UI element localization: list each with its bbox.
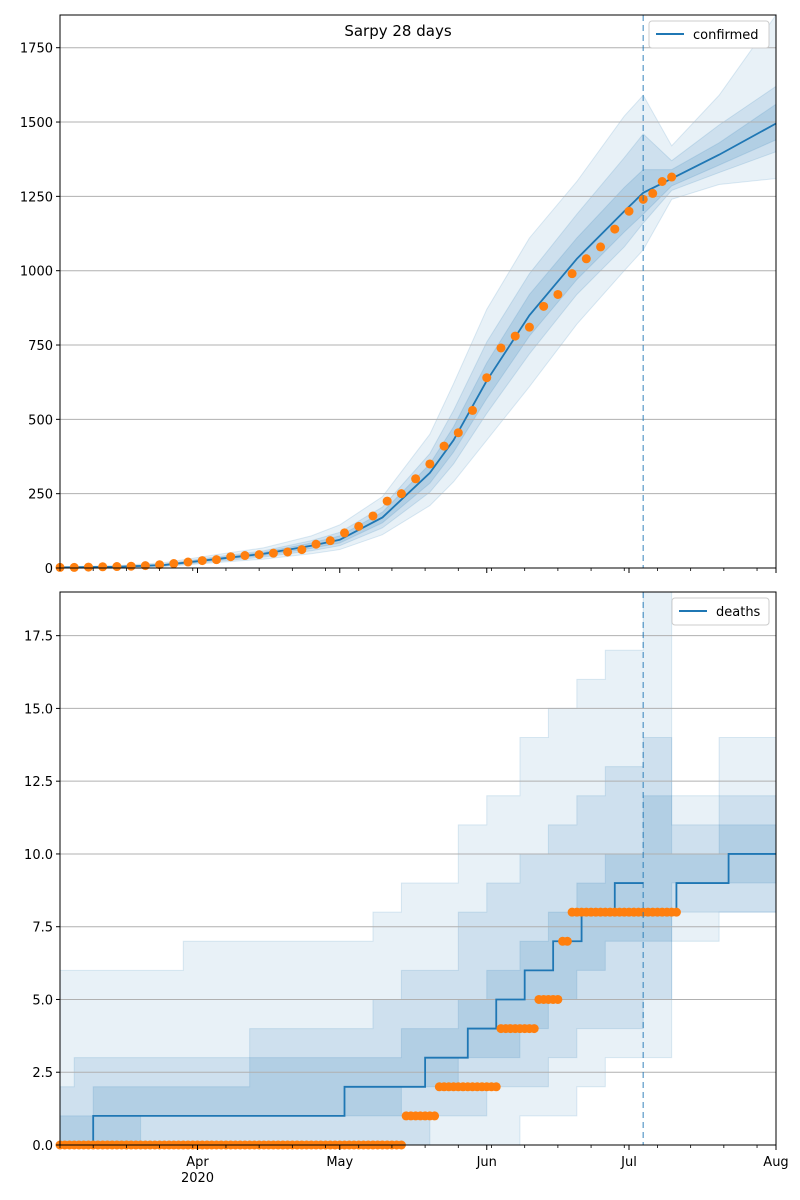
confirmed-observed-point xyxy=(140,561,150,571)
deaths-plot-frame xyxy=(59,591,777,1146)
confirmed-plot-frame xyxy=(59,14,777,569)
confirmed-observed-point xyxy=(354,521,364,531)
deaths-y-tick-label: 5.0 xyxy=(32,993,53,1008)
confirmed-observed-point xyxy=(340,528,350,538)
confirmed-y-tick-label: 1750 xyxy=(20,42,53,57)
deaths-observed-point xyxy=(562,936,572,946)
confirmed-observed-point xyxy=(98,562,108,572)
confirmed-y-tick-label: 500 xyxy=(28,413,53,428)
confirmed-observed-point xyxy=(468,405,478,415)
deaths-y-tick-label: 2.5 xyxy=(32,1066,53,1081)
confirmed-y-tick-label: 1500 xyxy=(20,116,53,131)
confirmed-observed-point xyxy=(368,511,378,521)
deaths-legend: deaths xyxy=(671,597,770,626)
confirmed-observed-point xyxy=(581,254,591,264)
confirmed-gridlines xyxy=(60,47,776,569)
deaths-y-tick-label: 17.5 xyxy=(24,630,53,645)
confirmed-observed-point xyxy=(496,343,506,353)
deaths-y-tick-label: 7.5 xyxy=(32,921,53,936)
confirmed-legend: confirmed xyxy=(648,20,770,49)
deaths-y-tick-label: 15.0 xyxy=(24,702,53,717)
confirmed-series xyxy=(55,15,777,572)
confirmed-observed-point xyxy=(240,551,250,561)
deaths-panel: 0.0 2.5 5.0 7.5 10.0 12.5 15.0 17.5 Apr May Jun Jul… xyxy=(24,591,789,1186)
confirmed-observed-point xyxy=(596,242,606,252)
confirmed-observed-point xyxy=(524,322,534,332)
deaths-observed-point xyxy=(491,1082,501,1092)
confirmed-observed-point xyxy=(610,224,620,234)
deaths-legend-box xyxy=(671,597,770,626)
confirmed-observed-point xyxy=(283,547,293,557)
confirmed-observed-point xyxy=(624,206,634,216)
confirmed-observed-point xyxy=(268,548,278,558)
deaths-x-tick-label: Jul xyxy=(620,1155,637,1170)
chart-title: Sarpy 28 days xyxy=(344,22,451,40)
confirmed-y-tick-label: 250 xyxy=(28,488,53,503)
confirmed-observed-point xyxy=(553,289,563,299)
confirmed-observed-point xyxy=(112,562,122,572)
deaths-y-tick-label: 12.5 xyxy=(24,775,53,790)
confirmed-observed-point xyxy=(439,441,449,451)
confirmed-observed-point xyxy=(197,556,207,566)
confirmed-observed-point xyxy=(254,550,264,560)
deaths-x-tick-label: May xyxy=(326,1155,353,1170)
confirmed-y-tick-label: 750 xyxy=(28,339,53,354)
confirmed-y-tick-label: 0 xyxy=(45,562,53,577)
confirmed-observed-point xyxy=(396,489,406,499)
deaths-axes: 0.0 2.5 5.0 7.5 10.0 12.5 15.0 17.5 Apr May Jun Jul… xyxy=(24,591,789,1186)
confirmed-observed-point xyxy=(155,560,165,570)
deaths-observed-point xyxy=(529,1024,539,1034)
confirmed-observed-point xyxy=(311,539,321,549)
confirmed-model-line xyxy=(59,122,777,569)
deaths-legend-label: deaths xyxy=(716,605,761,620)
deaths-x-tick-label: Aug xyxy=(763,1155,788,1170)
deaths-y-tick-label: 10.0 xyxy=(24,848,53,863)
confirmed-observed-point xyxy=(657,176,667,186)
confirmed-observed-point xyxy=(667,172,677,182)
confirmed-observed-point xyxy=(567,269,577,279)
deaths-band-inner xyxy=(59,795,777,1146)
confirmed-observed-point xyxy=(539,301,549,311)
confirmed-observed-point xyxy=(126,561,136,571)
confirmed-observed-point xyxy=(648,188,658,198)
confirmed-legend-label: confirmed xyxy=(693,28,759,43)
confirmed-observed-point xyxy=(453,428,463,438)
confirmed-observed-point xyxy=(382,496,392,506)
confirmed-panel: 0 250 500 750 1000 1250 1500 1750 Sarpy 28 days… xyxy=(20,13,777,577)
confirmed-observed-point xyxy=(482,373,492,383)
confirmed-observed-point xyxy=(83,562,93,572)
deaths-observed-point xyxy=(430,1111,440,1121)
deaths-x-year-label: 2020 xyxy=(181,1171,214,1186)
deaths-y-tick-label: 0.0 xyxy=(32,1139,53,1154)
confirmed-observed-point xyxy=(510,331,520,341)
confirmed-legend-box xyxy=(648,20,770,49)
confirmed-observed-point xyxy=(169,559,179,569)
confirmed-axes: 0 250 500 750 1000 1250 1500 1750 xyxy=(20,14,777,577)
confirmed-observed-point xyxy=(211,555,221,565)
confirmed-observed-point xyxy=(325,536,335,546)
confirmed-observed-point xyxy=(297,545,307,555)
confirmed-observed-point xyxy=(226,552,236,562)
confirmed-observed-point xyxy=(183,557,193,567)
deaths-model-line xyxy=(60,882,644,1146)
deaths-observed-point xyxy=(671,907,681,917)
deaths-observed-point xyxy=(553,994,563,1004)
deaths-x-tick-label: Jun xyxy=(476,1155,497,1170)
confirmed-observed-point xyxy=(425,459,435,469)
confirmed-observed-point xyxy=(411,474,421,484)
confirmed-y-tick-label: 1250 xyxy=(20,190,53,205)
confirmed-y-tick-label: 1000 xyxy=(20,265,53,280)
deaths-x-tick-label: Apr xyxy=(186,1155,209,1170)
confirmed-observed-point xyxy=(69,562,79,572)
